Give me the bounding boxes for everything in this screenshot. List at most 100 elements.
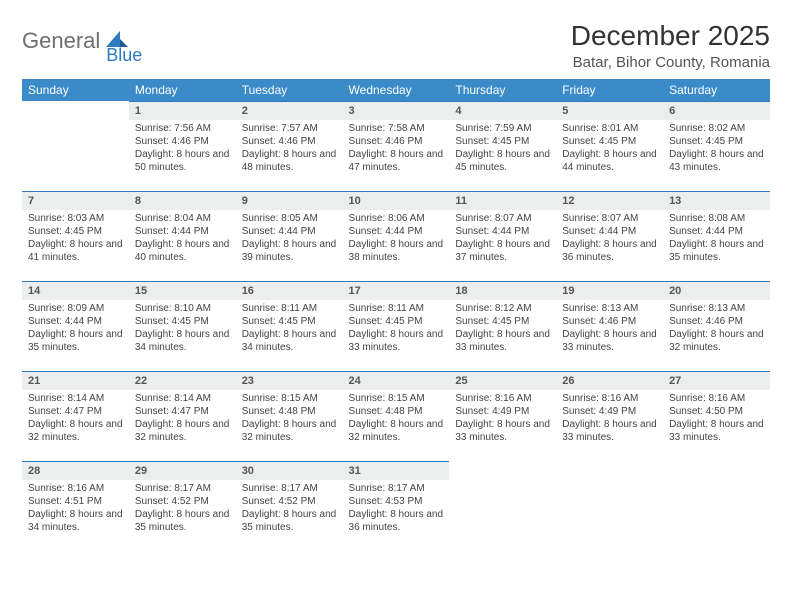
sunrise-text: Sunrise: 8:02 AM bbox=[669, 122, 764, 135]
daylight-text: Daylight: 8 hours and 33 minutes. bbox=[455, 418, 550, 444]
sunrise-text: Sunrise: 8:04 AM bbox=[135, 212, 230, 225]
weekday-header: Friday bbox=[556, 79, 663, 101]
calendar-week-row: 7Sunrise: 8:03 AMSunset: 4:45 PMDaylight… bbox=[22, 191, 770, 281]
sunset-text: Sunset: 4:46 PM bbox=[669, 315, 764, 328]
sunrise-text: Sunrise: 8:16 AM bbox=[455, 392, 550, 405]
sunset-text: Sunset: 4:44 PM bbox=[242, 225, 337, 238]
day-body: Sunrise: 7:58 AMSunset: 4:46 PMDaylight:… bbox=[343, 120, 450, 178]
calendar-day-cell: 23Sunrise: 8:15 AMSunset: 4:48 PMDayligh… bbox=[236, 371, 343, 461]
sunset-text: Sunset: 4:52 PM bbox=[242, 495, 337, 508]
day-body: Sunrise: 8:16 AMSunset: 4:49 PMDaylight:… bbox=[556, 390, 663, 448]
calendar-day-cell: 8Sunrise: 8:04 AMSunset: 4:44 PMDaylight… bbox=[129, 191, 236, 281]
daylight-text: Daylight: 8 hours and 45 minutes. bbox=[455, 148, 550, 174]
logo-text-blue: Blue bbox=[106, 45, 142, 66]
day-number: 4 bbox=[449, 101, 556, 120]
day-number: 21 bbox=[22, 371, 129, 390]
day-body: Sunrise: 8:12 AMSunset: 4:45 PMDaylight:… bbox=[449, 300, 556, 358]
calendar-week-row: 1Sunrise: 7:56 AMSunset: 4:46 PMDaylight… bbox=[22, 101, 770, 191]
header: General Blue December 2025 Batar, Bihor … bbox=[22, 20, 770, 71]
day-number: 16 bbox=[236, 281, 343, 300]
calendar-day-cell bbox=[663, 461, 770, 551]
sunrise-text: Sunrise: 8:16 AM bbox=[669, 392, 764, 405]
sunset-text: Sunset: 4:48 PM bbox=[349, 405, 444, 418]
day-body: Sunrise: 8:11 AMSunset: 4:45 PMDaylight:… bbox=[236, 300, 343, 358]
daylight-text: Daylight: 8 hours and 35 minutes. bbox=[669, 238, 764, 264]
sunrise-text: Sunrise: 8:11 AM bbox=[349, 302, 444, 315]
sunset-text: Sunset: 4:45 PM bbox=[242, 315, 337, 328]
sunrise-text: Sunrise: 8:08 AM bbox=[669, 212, 764, 225]
calendar-week-row: 28Sunrise: 8:16 AMSunset: 4:51 PMDayligh… bbox=[22, 461, 770, 551]
calendar-week-row: 21Sunrise: 8:14 AMSunset: 4:47 PMDayligh… bbox=[22, 371, 770, 461]
calendar-day-cell: 10Sunrise: 8:06 AMSunset: 4:44 PMDayligh… bbox=[343, 191, 450, 281]
calendar-day-cell: 17Sunrise: 8:11 AMSunset: 4:45 PMDayligh… bbox=[343, 281, 450, 371]
sunrise-text: Sunrise: 8:13 AM bbox=[562, 302, 657, 315]
sunrise-text: Sunrise: 8:14 AM bbox=[28, 392, 123, 405]
month-title: December 2025 bbox=[571, 20, 770, 52]
sunrise-text: Sunrise: 8:07 AM bbox=[562, 212, 657, 225]
sunset-text: Sunset: 4:46 PM bbox=[242, 135, 337, 148]
day-body: Sunrise: 8:02 AMSunset: 4:45 PMDaylight:… bbox=[663, 120, 770, 178]
daylight-text: Daylight: 8 hours and 43 minutes. bbox=[669, 148, 764, 174]
daylight-text: Daylight: 8 hours and 40 minutes. bbox=[135, 238, 230, 264]
daylight-text: Daylight: 8 hours and 33 minutes. bbox=[349, 328, 444, 354]
day-body: Sunrise: 8:03 AMSunset: 4:45 PMDaylight:… bbox=[22, 210, 129, 268]
logo-text-general: General bbox=[22, 28, 100, 54]
calendar-day-cell: 22Sunrise: 8:14 AMSunset: 4:47 PMDayligh… bbox=[129, 371, 236, 461]
sunset-text: Sunset: 4:47 PM bbox=[135, 405, 230, 418]
day-number: 9 bbox=[236, 191, 343, 210]
sunset-text: Sunset: 4:44 PM bbox=[562, 225, 657, 238]
daylight-text: Daylight: 8 hours and 36 minutes. bbox=[349, 508, 444, 534]
sunrise-text: Sunrise: 8:15 AM bbox=[349, 392, 444, 405]
day-number: 7 bbox=[22, 191, 129, 210]
calendar-day-cell: 29Sunrise: 8:17 AMSunset: 4:52 PMDayligh… bbox=[129, 461, 236, 551]
calendar-day-cell: 19Sunrise: 8:13 AMSunset: 4:46 PMDayligh… bbox=[556, 281, 663, 371]
day-number: 2 bbox=[236, 101, 343, 120]
day-number: 10 bbox=[343, 191, 450, 210]
sunset-text: Sunset: 4:45 PM bbox=[135, 315, 230, 328]
day-body: Sunrise: 8:14 AMSunset: 4:47 PMDaylight:… bbox=[129, 390, 236, 448]
daylight-text: Daylight: 8 hours and 33 minutes. bbox=[562, 328, 657, 354]
daylight-text: Daylight: 8 hours and 32 minutes. bbox=[28, 418, 123, 444]
daylight-text: Daylight: 8 hours and 37 minutes. bbox=[455, 238, 550, 264]
day-number: 8 bbox=[129, 191, 236, 210]
day-number: 28 bbox=[22, 461, 129, 480]
sunrise-text: Sunrise: 8:17 AM bbox=[349, 482, 444, 495]
day-number: 31 bbox=[343, 461, 450, 480]
daylight-text: Daylight: 8 hours and 35 minutes. bbox=[28, 328, 123, 354]
sunset-text: Sunset: 4:45 PM bbox=[669, 135, 764, 148]
title-block: December 2025 Batar, Bihor County, Roman… bbox=[571, 20, 770, 71]
calendar-day-cell bbox=[22, 101, 129, 191]
sunrise-text: Sunrise: 8:16 AM bbox=[562, 392, 657, 405]
sunrise-text: Sunrise: 8:17 AM bbox=[135, 482, 230, 495]
day-body: Sunrise: 8:05 AMSunset: 4:44 PMDaylight:… bbox=[236, 210, 343, 268]
sunset-text: Sunset: 4:46 PM bbox=[349, 135, 444, 148]
day-number: 29 bbox=[129, 461, 236, 480]
day-body: Sunrise: 8:07 AMSunset: 4:44 PMDaylight:… bbox=[449, 210, 556, 268]
sunset-text: Sunset: 4:52 PM bbox=[135, 495, 230, 508]
sunrise-text: Sunrise: 7:57 AM bbox=[242, 122, 337, 135]
sunset-text: Sunset: 4:44 PM bbox=[28, 315, 123, 328]
calendar-day-cell: 14Sunrise: 8:09 AMSunset: 4:44 PMDayligh… bbox=[22, 281, 129, 371]
weekday-header: Tuesday bbox=[236, 79, 343, 101]
daylight-text: Daylight: 8 hours and 41 minutes. bbox=[28, 238, 123, 264]
calendar-day-cell bbox=[449, 461, 556, 551]
calendar-day-cell: 5Sunrise: 8:01 AMSunset: 4:45 PMDaylight… bbox=[556, 101, 663, 191]
day-body: Sunrise: 7:56 AMSunset: 4:46 PMDaylight:… bbox=[129, 120, 236, 178]
sunset-text: Sunset: 4:44 PM bbox=[349, 225, 444, 238]
day-number: 14 bbox=[22, 281, 129, 300]
day-body: Sunrise: 8:16 AMSunset: 4:50 PMDaylight:… bbox=[663, 390, 770, 448]
calendar-day-cell: 24Sunrise: 8:15 AMSunset: 4:48 PMDayligh… bbox=[343, 371, 450, 461]
sunset-text: Sunset: 4:45 PM bbox=[349, 315, 444, 328]
day-body: Sunrise: 8:09 AMSunset: 4:44 PMDaylight:… bbox=[22, 300, 129, 358]
daylight-text: Daylight: 8 hours and 39 minutes. bbox=[242, 238, 337, 264]
sunrise-text: Sunrise: 8:15 AM bbox=[242, 392, 337, 405]
day-body: Sunrise: 7:57 AMSunset: 4:46 PMDaylight:… bbox=[236, 120, 343, 178]
daylight-text: Daylight: 8 hours and 32 minutes. bbox=[242, 418, 337, 444]
daylight-text: Daylight: 8 hours and 32 minutes. bbox=[349, 418, 444, 444]
sunrise-text: Sunrise: 7:59 AM bbox=[455, 122, 550, 135]
weekday-header: Wednesday bbox=[343, 79, 450, 101]
sunrise-text: Sunrise: 8:05 AM bbox=[242, 212, 337, 225]
calendar-day-cell: 28Sunrise: 8:16 AMSunset: 4:51 PMDayligh… bbox=[22, 461, 129, 551]
daylight-text: Daylight: 8 hours and 50 minutes. bbox=[135, 148, 230, 174]
daylight-text: Daylight: 8 hours and 32 minutes. bbox=[669, 328, 764, 354]
